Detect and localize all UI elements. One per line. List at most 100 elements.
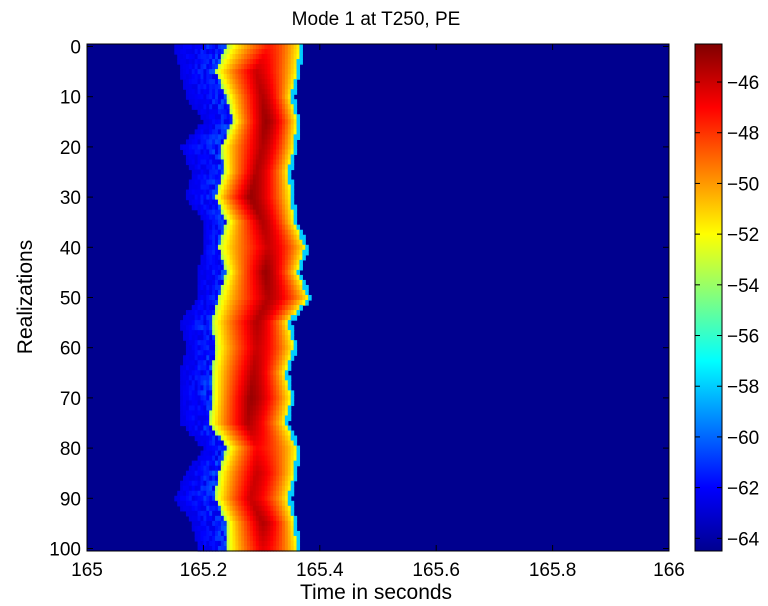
heatmap-cell <box>212 59 216 65</box>
heatmap-cell <box>229 310 234 316</box>
heatmap-cell <box>284 199 289 206</box>
heatmap-cell <box>241 289 245 296</box>
heatmap-cell <box>287 470 292 477</box>
heatmap-cell <box>290 435 295 442</box>
heatmap-cell <box>197 380 202 386</box>
heatmap-cell <box>185 410 190 417</box>
heatmap-cell <box>197 515 202 522</box>
heatmap-cell <box>223 174 228 181</box>
heatmap-cell <box>261 415 266 422</box>
heatmap-cell <box>276 365 280 371</box>
heatmap-cell <box>293 249 298 256</box>
heatmap-cell <box>209 325 213 331</box>
heatmap-cell <box>217 279 222 286</box>
heatmap-cell <box>264 310 269 316</box>
heatmap-cell <box>238 360 242 366</box>
heatmap-cell <box>267 435 271 442</box>
heatmap-cell <box>191 495 196 502</box>
heatmap-cell <box>261 395 266 402</box>
heatmap-cell <box>249 445 254 452</box>
heatmap-cell <box>203 179 207 186</box>
heatmap-row <box>191 520 298 527</box>
heatmap-cell <box>232 279 237 286</box>
heatmap-cell <box>244 460 248 467</box>
heatmap-cell <box>215 540 219 547</box>
heatmap-cell <box>215 279 219 286</box>
heatmap-cell <box>255 495 260 502</box>
heatmap-cell <box>220 134 225 140</box>
heatmap-cell <box>229 149 234 156</box>
heatmap-cell <box>232 224 237 231</box>
heatmap-cell <box>252 370 257 376</box>
heatmap-cell <box>209 540 213 547</box>
heatmap-cell <box>194 104 199 110</box>
heatmap-cell <box>212 370 216 376</box>
heatmap-cell <box>270 335 274 341</box>
heatmap-cell <box>247 289 251 296</box>
heatmap-cell <box>229 254 234 261</box>
heatmap-cell <box>247 375 251 381</box>
heatmap-cell <box>215 109 219 115</box>
heatmap-cell <box>226 49 231 55</box>
heatmap-cell <box>255 284 260 291</box>
heatmap-cell <box>293 149 298 156</box>
heatmap-cell <box>215 450 219 457</box>
heatmap-cell <box>264 234 269 241</box>
heatmap-cell <box>249 274 254 281</box>
heatmap-cell <box>284 450 289 457</box>
heatmap-cell <box>191 425 196 432</box>
heatmap-cell <box>229 470 234 477</box>
heatmap-cell <box>229 169 234 176</box>
heatmap-cell <box>284 154 289 161</box>
heatmap-cell <box>235 244 239 251</box>
heatmap-cell <box>194 485 199 492</box>
heatmap-cell <box>209 124 213 130</box>
heatmap-cell <box>273 154 277 161</box>
heatmap-cell <box>255 430 260 437</box>
heatmap-cell <box>220 239 225 246</box>
heatmap-cell <box>188 89 193 95</box>
heatmap-cell <box>264 259 269 266</box>
heatmap-cell <box>252 335 257 341</box>
heatmap-cell <box>287 490 292 497</box>
heatmap-cell <box>255 109 260 115</box>
heatmap-cell <box>284 44 289 50</box>
heatmap-cell <box>264 104 269 110</box>
heatmap-cell <box>270 64 274 70</box>
heatmap-cell <box>255 194 260 201</box>
heatmap-cell <box>290 74 295 80</box>
heatmap-cell <box>279 154 283 161</box>
heatmap-cell <box>188 194 193 201</box>
heatmap-cell <box>252 154 257 161</box>
heatmap-cell <box>235 525 239 532</box>
heatmap-cell <box>276 475 280 482</box>
heatmap-cell <box>232 69 237 75</box>
heatmap-cell <box>244 305 248 311</box>
heatmap-cell <box>255 325 260 331</box>
heatmap-cell <box>279 184 283 191</box>
heatmap-cell <box>287 350 292 356</box>
heatmap-cell <box>212 199 216 206</box>
heatmap-cell <box>287 510 292 517</box>
heatmap-cell <box>247 525 251 532</box>
heatmap-cell <box>229 69 234 75</box>
heatmap-cell <box>290 350 295 356</box>
heatmap-cell <box>293 470 298 477</box>
heatmap-cell <box>255 294 260 301</box>
heatmap-cell <box>270 209 274 216</box>
heatmap-cell <box>284 229 289 236</box>
heatmap-cell <box>258 219 263 226</box>
heatmap-cell <box>226 305 231 311</box>
heatmap-cell <box>270 159 274 166</box>
heatmap-cell <box>200 370 204 376</box>
heatmap-cell <box>279 430 283 437</box>
heatmap-cell <box>284 540 289 547</box>
heatmap-cell <box>247 209 251 216</box>
heatmap-cell <box>258 89 263 95</box>
heatmap-cell <box>241 204 245 211</box>
heatmap-cell <box>287 109 292 115</box>
heatmap-cell <box>244 500 248 507</box>
heatmap-cell <box>238 179 242 186</box>
heatmap-cell <box>249 355 254 361</box>
heatmap-cell <box>185 420 190 427</box>
